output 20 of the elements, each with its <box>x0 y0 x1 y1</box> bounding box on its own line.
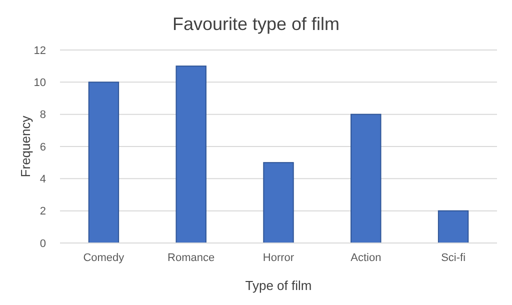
x-tick-label: Comedy <box>83 252 125 264</box>
chart-title: Favourite type of film <box>172 14 340 34</box>
y-tick-label: 4 <box>40 174 46 186</box>
bar <box>176 66 206 244</box>
bar <box>438 210 469 244</box>
y-tick-label: 6 <box>40 141 46 154</box>
x-tick-label: Action <box>350 252 382 264</box>
y-tick-label: 10 <box>34 77 46 90</box>
y-tick-label: 8 <box>40 109 46 122</box>
y-tick-label: 12 <box>34 44 46 57</box>
y-tick-label: 0 <box>40 238 46 250</box>
bar <box>88 82 120 244</box>
x-axis-title: Type of film <box>245 278 312 293</box>
x-tick-label: Romance <box>168 252 215 264</box>
y-axis-title: Frequency <box>18 115 33 178</box>
x-tick-label: Horror <box>262 252 294 264</box>
x-tick-label: Sci-fi <box>441 252 466 264</box>
y-tick-label: 2 <box>40 206 46 218</box>
bar <box>263 162 294 244</box>
bar <box>350 114 382 244</box>
